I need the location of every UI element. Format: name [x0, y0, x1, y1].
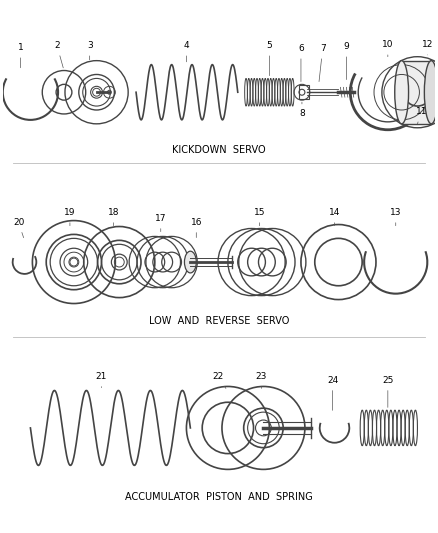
Text: 4: 4	[184, 42, 189, 62]
Text: 8: 8	[299, 102, 305, 118]
Ellipse shape	[184, 251, 196, 273]
Circle shape	[70, 258, 78, 266]
Text: 16: 16	[191, 218, 202, 238]
Text: 15: 15	[254, 208, 265, 225]
Text: 9: 9	[343, 42, 349, 79]
Text: 23: 23	[256, 372, 267, 389]
Text: 11: 11	[416, 108, 427, 124]
Text: 10: 10	[382, 41, 394, 56]
Text: 25: 25	[382, 376, 393, 407]
Circle shape	[114, 257, 124, 267]
Text: 21: 21	[96, 372, 107, 387]
Text: 18: 18	[108, 208, 119, 225]
Ellipse shape	[424, 61, 438, 124]
Text: KICKDOWN  SERVO: KICKDOWN SERVO	[172, 144, 266, 155]
Circle shape	[92, 88, 101, 96]
Text: 17: 17	[155, 214, 166, 232]
Bar	[299, 85, 309, 99]
Text: 24: 24	[327, 376, 338, 410]
Text: 7: 7	[319, 44, 325, 82]
Text: 22: 22	[212, 372, 226, 389]
Text: 6: 6	[298, 44, 304, 82]
Text: 3: 3	[87, 42, 92, 60]
Text: ACCUMULATOR  PISTON  AND  SPRING: ACCUMULATOR PISTON AND SPRING	[125, 492, 313, 502]
Ellipse shape	[395, 61, 409, 124]
Text: 1: 1	[18, 43, 23, 68]
Text: LOW  AND  REVERSE  SERVO: LOW AND REVERSE SERVO	[149, 316, 289, 326]
Text: 20: 20	[13, 218, 24, 238]
Text: 13: 13	[390, 208, 402, 225]
Text: 14: 14	[329, 208, 340, 225]
Text: 5: 5	[266, 42, 272, 76]
Text: 2: 2	[54, 42, 63, 68]
Text: 19: 19	[64, 208, 76, 225]
Text: 12: 12	[422, 41, 433, 55]
Bar	[402, 61, 431, 124]
